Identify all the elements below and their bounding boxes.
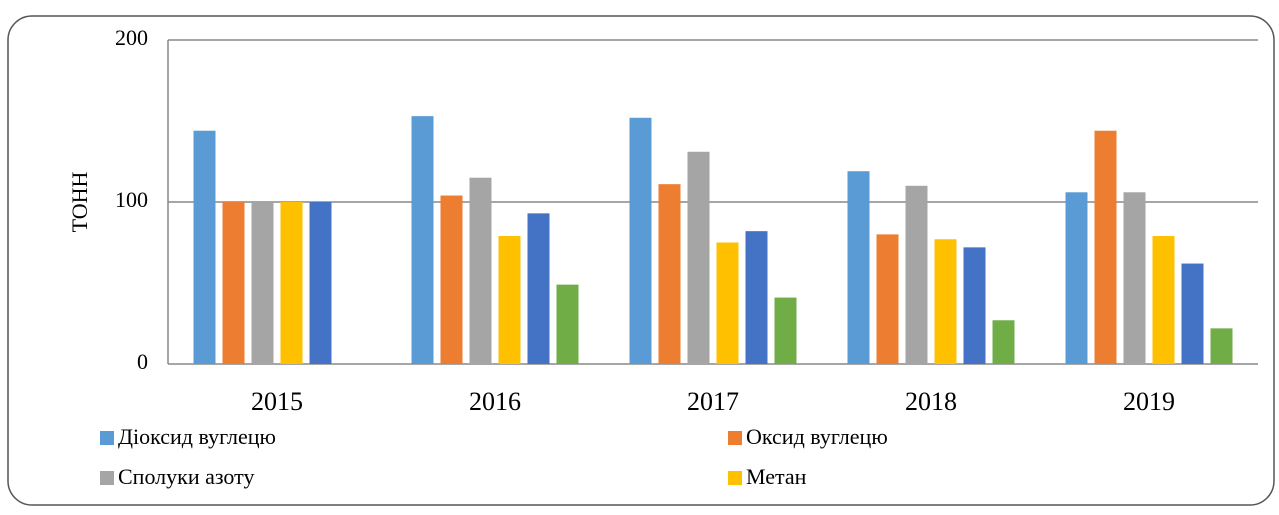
legend-swatch	[728, 471, 742, 485]
bar	[658, 184, 681, 364]
bar	[876, 234, 899, 364]
y-tick-label: 200	[115, 25, 148, 50]
y-tick-label: 100	[115, 187, 148, 212]
bar	[309, 202, 332, 364]
bar	[1152, 236, 1175, 364]
bar	[1065, 192, 1088, 364]
bar	[774, 297, 797, 364]
bar	[687, 151, 710, 364]
legend-swatch	[728, 431, 742, 445]
x-tick-label: 2017	[687, 387, 739, 416]
bar	[992, 320, 1015, 364]
legend-label: Діоксид вуглецю	[118, 424, 276, 449]
bar	[1123, 192, 1146, 364]
bar	[527, 213, 550, 364]
bar	[411, 116, 434, 364]
x-tick-label: 2015	[251, 387, 303, 416]
legend-label: Сполуки азоту	[118, 464, 254, 489]
bar	[469, 177, 492, 364]
bar	[934, 239, 957, 364]
bar	[629, 117, 652, 364]
bar	[222, 202, 245, 364]
x-tick-label: 2016	[469, 387, 521, 416]
bar	[280, 202, 303, 364]
bar	[905, 185, 928, 364]
bar	[193, 130, 216, 364]
y-tick-label: 0	[137, 349, 148, 374]
bar	[847, 171, 870, 364]
bar	[745, 231, 768, 364]
bar	[1181, 263, 1204, 364]
bar	[251, 202, 274, 364]
y-axis-label: ТОНН	[67, 171, 92, 232]
legend-label: Оксид вуглецю	[746, 424, 888, 449]
bar	[1094, 130, 1117, 364]
legend-swatch	[100, 431, 114, 445]
bar	[556, 284, 579, 364]
bar	[440, 195, 463, 364]
x-tick-label: 2019	[1123, 387, 1175, 416]
bar	[498, 236, 521, 364]
bar	[716, 242, 739, 364]
legend-swatch	[100, 471, 114, 485]
x-tick-label: 2018	[905, 387, 957, 416]
bar	[963, 247, 986, 364]
legend-label: Метан	[746, 464, 807, 489]
bar	[1210, 328, 1233, 364]
